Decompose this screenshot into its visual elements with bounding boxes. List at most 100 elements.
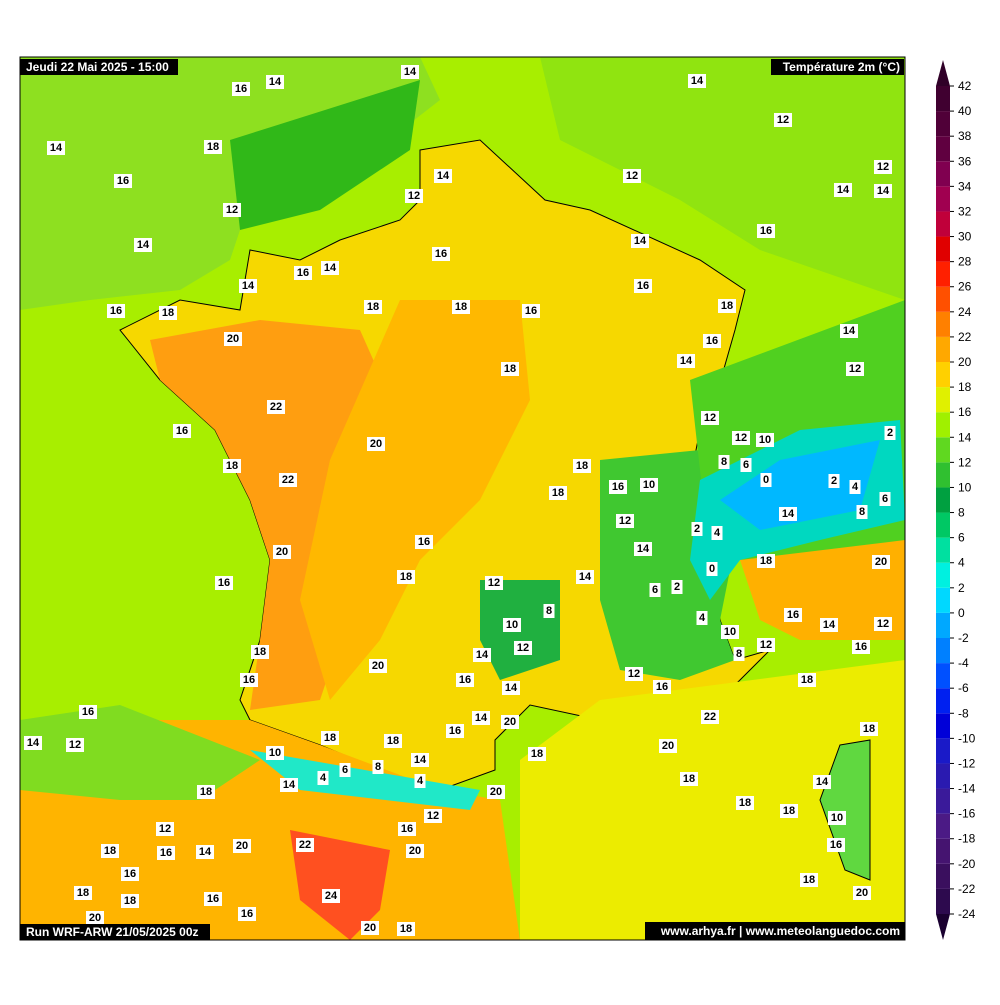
label-box <box>223 203 241 217</box>
temperature-label: 18 <box>783 805 795 817</box>
label-box <box>549 486 567 500</box>
temperature-label: 20 <box>370 438 382 450</box>
label-box <box>853 886 871 900</box>
temperature-label: 20 <box>372 660 384 672</box>
temperature-label: 18 <box>387 735 399 747</box>
label-box <box>317 771 329 785</box>
label-box <box>251 645 269 659</box>
label-box <box>197 785 215 799</box>
label-box <box>47 141 65 155</box>
label-box <box>239 279 257 293</box>
temperature-label: 8 <box>736 648 742 660</box>
colorbar-tick-label: 38 <box>958 129 972 143</box>
label-box <box>846 362 864 376</box>
colorbar-tick-label: 40 <box>958 104 972 118</box>
colorbar-tick-label: -4 <box>958 656 969 670</box>
colorbar-tick-label: 8 <box>958 506 965 520</box>
colorbar-band <box>936 537 950 563</box>
label-box <box>501 715 519 729</box>
temperature-label: 0 <box>763 474 769 486</box>
colorbar-band <box>936 236 950 262</box>
label-box <box>653 680 671 694</box>
temperature-label: 14 <box>283 779 296 791</box>
label-box <box>828 474 840 488</box>
colorbar-tick-label: 18 <box>958 380 972 394</box>
colorbar-tick-label: -22 <box>958 882 976 896</box>
label-box <box>820 618 838 632</box>
temperature-label: 18 <box>504 363 516 375</box>
temperature-label: 6 <box>743 459 749 471</box>
colorbar-band <box>936 788 950 814</box>
temperature-label: 6 <box>882 493 888 505</box>
colorbar-tick-label: 32 <box>958 204 972 218</box>
north-region <box>540 57 905 300</box>
temperature-label: 16 <box>525 305 537 317</box>
datetime-box <box>20 59 178 75</box>
label-box <box>884 426 896 440</box>
label-box <box>740 458 752 472</box>
temperature-label: 18 <box>455 301 467 313</box>
map-frame <box>19 56 906 941</box>
colorbar-tick-label: -10 <box>958 731 976 745</box>
label-box <box>452 300 470 314</box>
label-box <box>760 473 772 487</box>
temperature-label: 14 <box>634 235 647 247</box>
label-box <box>872 555 890 569</box>
label-box <box>856 505 868 519</box>
temperature-label: 12 <box>427 810 439 822</box>
colorbar-band <box>936 863 950 889</box>
label-box <box>784 608 802 622</box>
temperature-label: 16 <box>435 248 447 260</box>
colorbar-band <box>936 888 950 914</box>
label-box <box>798 673 816 687</box>
temperature-label: 20 <box>89 912 101 924</box>
colorbar-band <box>936 362 950 388</box>
temperature-label: 18 <box>400 923 412 935</box>
label-box <box>369 659 387 673</box>
label-box <box>609 480 627 494</box>
colorbar-band <box>936 211 950 237</box>
temperature-label: 16 <box>176 425 188 437</box>
label-box <box>401 65 419 79</box>
temperature-label: 14 <box>437 170 450 182</box>
temperature-label: 12 <box>226 204 238 216</box>
temperature-label: 20 <box>662 740 674 752</box>
temperature-label: 18 <box>162 307 174 319</box>
mediterranean <box>520 660 905 940</box>
label-box <box>649 583 661 597</box>
colorbar-tick-label: 12 <box>958 455 972 469</box>
temperature-label: 12 <box>408 190 420 202</box>
label-box <box>691 522 703 536</box>
label-box <box>813 775 831 789</box>
label-box <box>415 535 433 549</box>
temperature-label: 16 <box>637 280 649 292</box>
label-box <box>367 437 385 451</box>
temperature-label: 14 <box>27 737 40 749</box>
colorbar-tick-label: 14 <box>958 430 972 444</box>
temperature-label: 10 <box>724 626 736 638</box>
colorbar-tick-label: -24 <box>958 907 976 921</box>
label-box <box>502 681 520 695</box>
temperature-label: 10 <box>831 812 843 824</box>
po-valley-warm <box>740 540 905 640</box>
colorbar-band <box>936 261 950 287</box>
temperature-label: 18 <box>226 460 238 472</box>
label-box <box>706 562 718 576</box>
label-box <box>157 846 175 860</box>
label-box <box>411 753 429 767</box>
label-box <box>280 778 298 792</box>
label-box <box>406 844 424 858</box>
temperature-label: 16 <box>243 674 255 686</box>
temperature-label: 20 <box>236 840 248 852</box>
label-box <box>114 174 132 188</box>
temperature-label: 20 <box>856 887 868 899</box>
label-box <box>224 332 242 346</box>
temperature-label: 20 <box>364 922 376 934</box>
temperature-label: 16 <box>82 706 94 718</box>
temperature-label: 14 <box>837 184 850 196</box>
temperature-label: 16 <box>241 908 253 920</box>
temperature-label: 14 <box>816 776 829 788</box>
temperature-label: 6 <box>652 584 658 596</box>
temperature-label: 18 <box>739 797 751 809</box>
temperature-label: 12 <box>704 412 716 424</box>
